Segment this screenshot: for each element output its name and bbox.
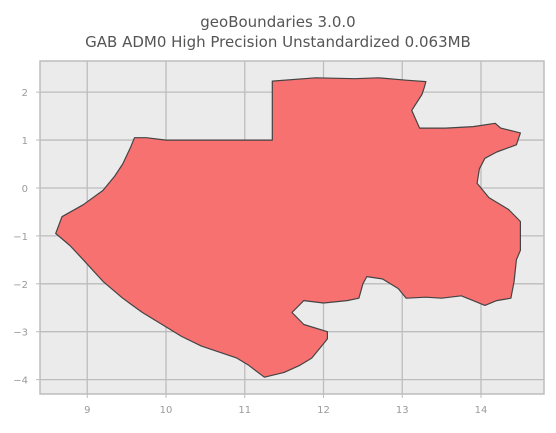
x-axis: 9 10 11 12 13 14 [84, 394, 487, 416]
y-tick-label: −3 [13, 328, 28, 339]
x-tick-label: 9 [84, 405, 90, 416]
y-tick-label: −2 [13, 280, 28, 291]
x-tick-label: 10 [160, 405, 173, 416]
y-tick-label: −4 [13, 376, 28, 387]
x-tick-label: 13 [396, 405, 409, 416]
plot-frame [39, 60, 545, 395]
gabon-boundary[interactable] [55, 77, 521, 378]
y-axis: 2 1 0 −1 −2 −3 −4 [13, 88, 40, 387]
y-tick-label: −1 [13, 232, 28, 243]
y-tick-label: 0 [22, 184, 28, 195]
chart-title: geoBoundaries 3.0.0 [200, 13, 356, 31]
x-tick-label: 11 [238, 405, 251, 416]
y-tick-label: 1 [22, 136, 28, 147]
y-tick-label: 2 [22, 88, 28, 99]
x-tick-label: 12 [317, 405, 330, 416]
chart-subtitle: GAB ADM0 High Precision Unstandardized 0… [85, 33, 471, 51]
x-tick-label: 14 [475, 405, 488, 416]
